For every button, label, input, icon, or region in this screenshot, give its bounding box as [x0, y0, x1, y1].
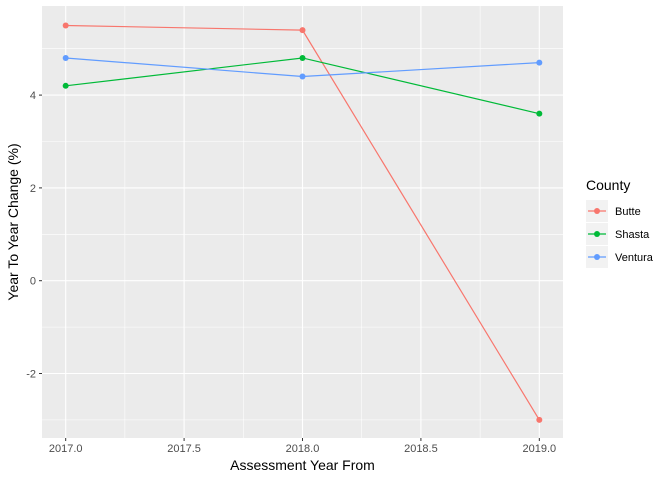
legend-title: County: [586, 177, 630, 193]
data-point-butte: [299, 27, 306, 34]
legend: County Butte Shasta Ventura: [586, 177, 654, 268]
data-point-ventura: [536, 59, 543, 66]
axis-ticks: [39, 94, 540, 441]
y-tick-label: -2: [26, 369, 36, 381]
legend-item-butte: Butte: [586, 200, 641, 222]
data-point-butte: [62, 22, 69, 29]
legend-label: Shasta: [615, 229, 650, 241]
x-tick-label: 2017.5: [167, 443, 201, 455]
legend-item-ventura: Ventura: [586, 246, 654, 268]
series-points: [62, 22, 543, 423]
x-tick-label: 2019.0: [522, 443, 556, 455]
legend-label: Butte: [615, 206, 641, 218]
x-tick-labels: 2017.0 2017.5 2018.0 2018.5 2019.0: [49, 443, 556, 455]
data-point-shasta: [299, 54, 306, 61]
legend-items: Butte Shasta Ventura: [586, 200, 654, 268]
x-axis-title: Assessment Year From: [230, 457, 375, 473]
y-tick-label: 4: [30, 90, 36, 102]
major-gridlines: [42, 6, 563, 438]
y-tick-labels: -2 0 2 4: [26, 90, 36, 380]
legend-key-point: [594, 254, 600, 260]
y-tick-label: 2: [30, 183, 36, 195]
data-point-ventura: [299, 73, 306, 80]
x-tick-label: 2018.0: [286, 443, 320, 455]
legend-item-shasta: Shasta: [586, 223, 650, 245]
x-tick-label: 2017.0: [49, 443, 83, 455]
legend-key-point: [594, 231, 600, 237]
legend-key-point: [594, 208, 600, 214]
y-tick-label: 0: [30, 276, 36, 288]
data-point-shasta: [62, 82, 69, 89]
y-axis-title: Year To Year Change (%): [5, 143, 21, 300]
data-point-ventura: [62, 54, 69, 61]
x-tick-label: 2018.5: [404, 443, 438, 455]
data-point-shasta: [536, 110, 543, 117]
legend-label: Ventura: [615, 252, 654, 264]
data-point-butte: [536, 416, 543, 423]
